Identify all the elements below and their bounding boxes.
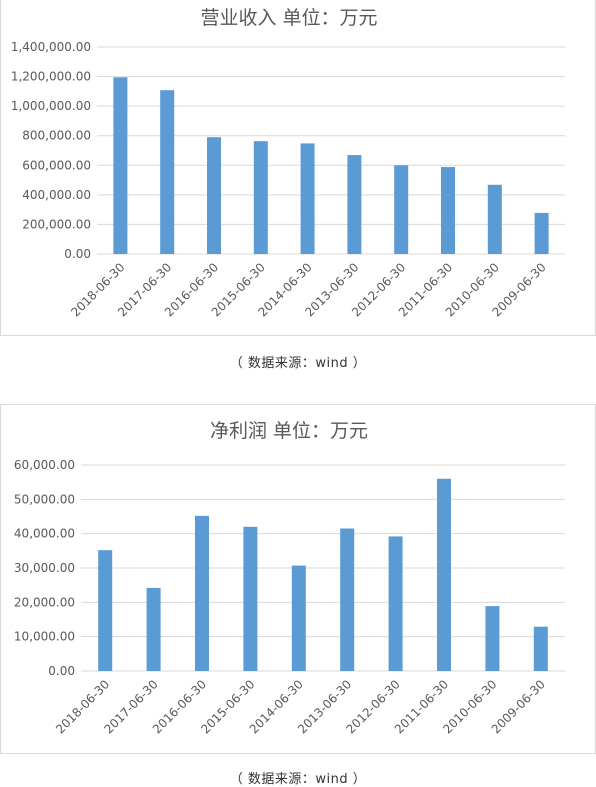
bar xyxy=(534,212,549,254)
bar xyxy=(98,550,113,671)
y-tick-label: 400,000.00 xyxy=(22,188,91,202)
y-tick-label: 1,200,000.00 xyxy=(11,70,91,84)
y-tick-label: 0.00 xyxy=(48,664,75,678)
bar xyxy=(243,526,258,671)
y-tick-label: 30,000.00 xyxy=(14,561,75,575)
bar xyxy=(207,137,221,254)
y-tick-label: 10,000.00 xyxy=(14,630,75,644)
bar xyxy=(300,143,315,254)
chart-title: 营业收入 单位：万元 xyxy=(200,7,377,29)
y-tick-label: 200,000.00 xyxy=(22,217,91,231)
y-tick-label: 20,000.00 xyxy=(14,595,75,609)
revenue-chart-panel: 营业收入 单位：万元 1,400,000.00 1,200,000.00 1,000,… xyxy=(0,0,596,336)
bar xyxy=(437,478,451,671)
chart-title: 净利润 单位：万元 xyxy=(210,420,368,442)
revenue-source-caption: （ 数据来源：wind ） xyxy=(229,356,367,371)
bar xyxy=(533,626,548,671)
bar xyxy=(487,184,502,254)
y-tick-label: 1,000,000.00 xyxy=(11,99,91,113)
net-profit-chart: 净利润 单位：万元 60,000.00 50,000.00 40,000.00 30,0… xyxy=(14,420,565,736)
bar xyxy=(113,77,128,254)
y-tick-label: 50,000.00 xyxy=(14,492,75,506)
y-tick-label: 0.00 xyxy=(64,247,91,261)
y-tick-label: 40,000.00 xyxy=(14,527,75,541)
bar xyxy=(347,155,362,254)
net-profit-chart-panel: 净利润 单位：万元 60,000.00 50,000.00 40,000.00 30,0… xyxy=(0,404,596,754)
y-tick-label: 800,000.00 xyxy=(22,129,91,143)
y-tick-label: 1,400,000.00 xyxy=(11,40,91,54)
bar xyxy=(253,141,268,254)
bar xyxy=(291,565,306,671)
bar xyxy=(195,515,209,671)
bar xyxy=(340,528,355,671)
revenue-chart: 营业收入 单位：万元 1,400,000.00 1,200,000.00 1,000,… xyxy=(11,7,565,319)
bar xyxy=(441,167,455,254)
y-tick-label: 600,000.00 xyxy=(22,158,91,172)
bar xyxy=(146,587,161,671)
bar xyxy=(388,536,403,671)
bar xyxy=(485,606,500,671)
y-tick-label: 60,000.00 xyxy=(14,458,75,472)
bar xyxy=(160,90,175,254)
net-profit-source-caption: （ 数据来源：wind ） xyxy=(229,772,367,787)
bar xyxy=(394,165,409,254)
